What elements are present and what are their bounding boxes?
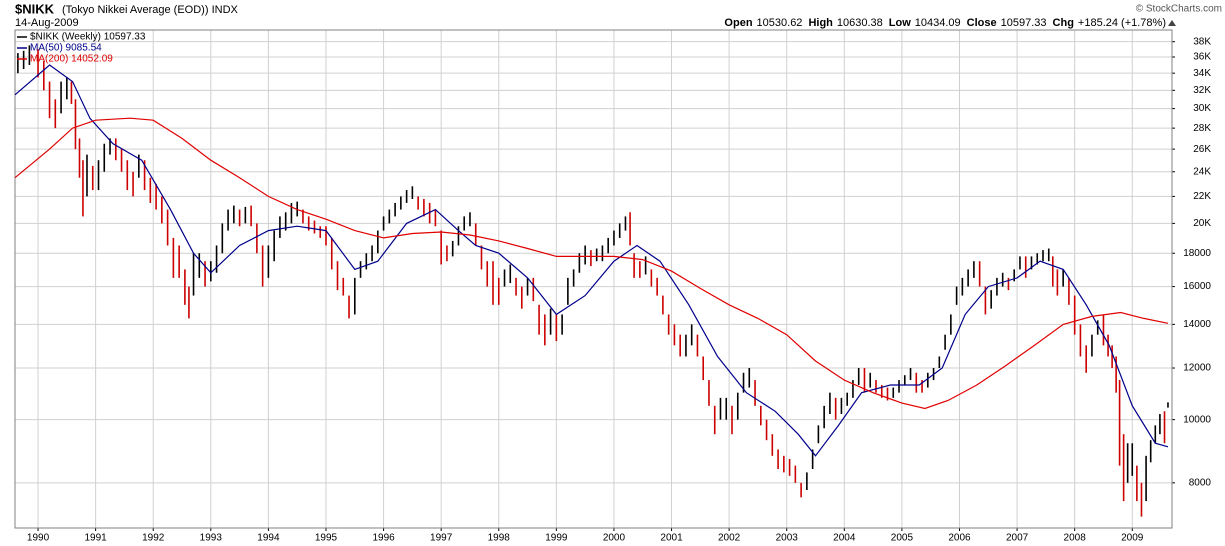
plot-area — [15, 30, 1172, 528]
plot-frame — [14, 29, 1173, 529]
y-tick-label: 12000 — [1183, 363, 1211, 374]
quote-line: Open 10530.62 High 10630.38 Low 10434.09 Close… — [724, 17, 1166, 29]
quote-label: Close — [967, 17, 997, 29]
x-tick-label: 1995 — [315, 533, 338, 544]
y-tick-label: 36K — [1193, 52, 1211, 63]
x-tick-label: 1999 — [545, 533, 568, 544]
moving-average-line — [14, 64, 1169, 457]
x-tick-label: 2006 — [948, 533, 971, 544]
x-tick-label: 1997 — [430, 533, 453, 544]
y-tick-label: 32K — [1193, 85, 1211, 96]
x-tick-label: 2001 — [660, 533, 683, 544]
quote-value: 10597.33 — [1001, 17, 1047, 29]
legend-label: MA(200) 14052.09 — [30, 54, 113, 65]
quote-label: High — [808, 17, 833, 29]
y-tick-label: 8000 — [1189, 477, 1212, 488]
x-tick-label: 1990 — [27, 533, 50, 544]
chart-title: $NIKK — [15, 1, 55, 16]
quote-value: +185.24 (+1.78%) — [1078, 17, 1166, 29]
y-tick-label: 18000 — [1183, 248, 1211, 259]
x-tick-label: 2005 — [891, 533, 914, 544]
x-tick-label: 2000 — [603, 533, 626, 544]
x-tick-label: 1993 — [200, 533, 223, 544]
x-tick-label: 1994 — [257, 533, 280, 544]
legend-label: $NIKK (Weekly) 10597.33 — [30, 32, 146, 43]
quote-value: 10434.09 — [915, 17, 961, 29]
y-tick-label: 14000 — [1183, 319, 1211, 330]
x-tick-label: 1992 — [142, 533, 165, 544]
y-tick-label: 16000 — [1183, 281, 1211, 292]
quote-label: Open — [724, 17, 752, 29]
x-tick-label: 2008 — [1064, 533, 1087, 544]
quote-label: Chg — [1053, 17, 1074, 29]
chart-subtitle: (Tokyo Nikkei Average (EOD)) INDX — [62, 4, 239, 16]
y-tick-label: 26K — [1193, 144, 1211, 155]
source: © StockCharts.com — [1136, 4, 1222, 15]
y-tick-label: 22K — [1193, 191, 1211, 202]
y-tick-label: 20K — [1193, 218, 1211, 229]
quote-label: Low — [889, 17, 911, 29]
x-tick-label: 2007 — [1006, 533, 1029, 544]
x-tick-label: 2003 — [776, 533, 799, 544]
y-tick-label: 38K — [1193, 36, 1211, 47]
y-tick-label: 30K — [1193, 103, 1211, 114]
moving-average-line — [14, 117, 1169, 410]
legend-label: MA(50) 9085.54 — [30, 43, 102, 54]
x-tick-label: 1996 — [372, 533, 395, 544]
y-tick-label: 28K — [1193, 123, 1211, 134]
y-tick-label: 34K — [1193, 68, 1211, 79]
y-tick-label: 24K — [1193, 166, 1211, 177]
x-tick-label: 2004 — [833, 533, 856, 544]
x-tick-label: 2002 — [718, 533, 741, 544]
change-arrow — [1168, 20, 1176, 26]
chart-date: 14-Aug-2009 — [15, 17, 79, 29]
x-tick-label: 1998 — [488, 533, 511, 544]
quote-value: 10530.62 — [757, 17, 803, 29]
y-tick-label: 10000 — [1183, 414, 1211, 425]
quote-value: 10630.38 — [837, 17, 883, 29]
x-tick-label: 2009 — [1121, 533, 1144, 544]
x-tick-label: 1991 — [85, 533, 108, 544]
